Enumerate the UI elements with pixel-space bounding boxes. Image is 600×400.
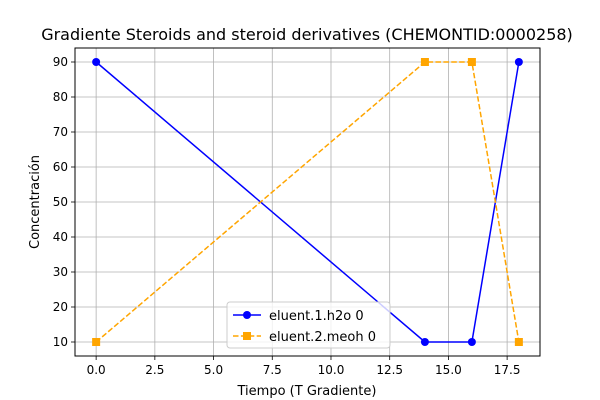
y-tick-label: 30 — [53, 265, 68, 279]
data-point — [514, 338, 523, 346]
series-layer — [92, 58, 523, 346]
data-point — [514, 58, 523, 66]
x-axis-title: Tiempo (T Gradiente) — [237, 384, 377, 399]
legend-item: eluent.2.meoh 0 — [233, 330, 376, 345]
chart-title: Gradiente Steroids and steroid derivativ… — [41, 25, 573, 44]
data-point — [92, 58, 101, 66]
ticks: 0.0 2.5 5.0 7.5 10.0 12.5 15.0 17.5 10 20 30 40 50 60… — [53, 55, 521, 377]
data-point — [420, 58, 429, 66]
x-tick-label: 5.0 — [204, 363, 223, 377]
data-point — [420, 338, 429, 346]
y-tick-label: 90 — [53, 55, 68, 69]
x-tick-label: 10.0 — [318, 363, 345, 377]
y-axis-title: Concentración — [28, 155, 43, 249]
data-point — [467, 338, 476, 346]
y-tick-label: 80 — [53, 90, 68, 104]
x-tick-label: 2.5 — [145, 363, 164, 377]
x-tick-label: 0.0 — [87, 363, 106, 377]
data-point — [467, 58, 476, 66]
legend: eluent.1.h2o 0 eluent.2.meoh 0 — [226, 301, 391, 349]
x-tick-label: 15.0 — [435, 363, 462, 377]
y-tick-label: 50 — [53, 195, 68, 209]
y-tick-label: 70 — [53, 125, 68, 139]
series-2 — [92, 58, 523, 346]
x-tick-label: 12.5 — [376, 363, 403, 377]
legend-label: eluent.1.h2o 0 — [269, 309, 364, 324]
x-tick-label: 7.5 — [263, 363, 282, 377]
y-tick-label: 10 — [53, 335, 68, 349]
legend-item: eluent.1.h2o 0 — [233, 309, 364, 324]
series-line — [95, 61, 520, 343]
y-tick-label: 20 — [53, 300, 68, 314]
legend-frame — [226, 301, 391, 349]
legend-marker — [243, 311, 251, 319]
legend-marker — [243, 332, 251, 340]
legend-label: eluent.2.meoh 0 — [269, 330, 376, 345]
y-tick-label: 60 — [53, 160, 68, 174]
y-tick-label: 40 — [53, 230, 68, 244]
data-point — [92, 338, 101, 346]
x-tick-label: 17.5 — [494, 363, 521, 377]
